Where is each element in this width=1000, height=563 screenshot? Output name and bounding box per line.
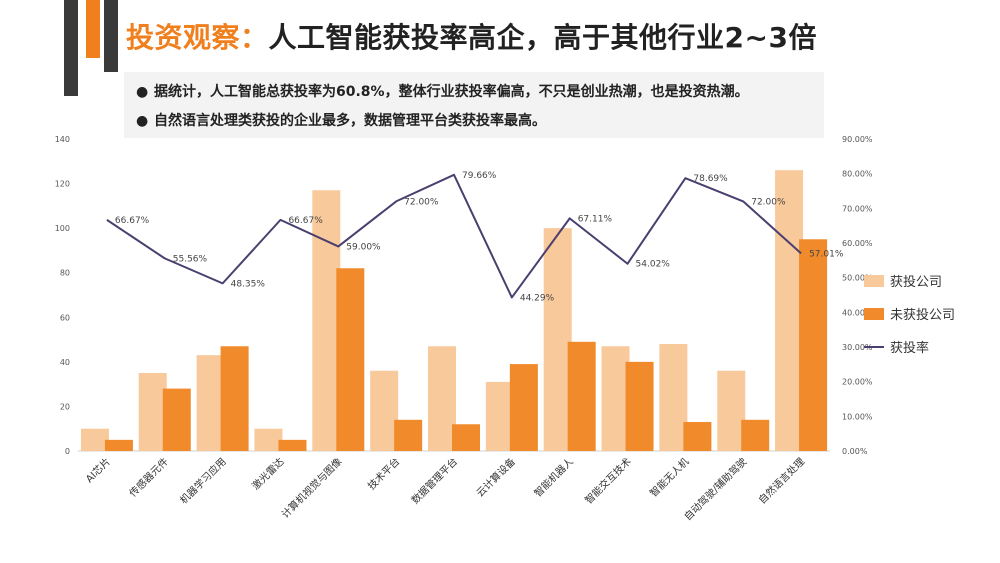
bar-funded	[312, 190, 341, 451]
category-label: 技术平台	[365, 455, 402, 492]
bar-funded	[659, 344, 688, 451]
left-axis-tick: 80	[60, 269, 70, 278]
right-axis-tick: 30.00%	[842, 343, 873, 352]
rate-data-label: 48.35%	[231, 279, 266, 289]
bullet-dot-icon: ●	[136, 84, 149, 100]
bar-funded	[485, 381, 514, 451]
bullet-item: ● 据统计，人工智能总获投率为60.8%，整体行业获投率偏高，不只是创业热潮，也是…	[136, 81, 749, 101]
category-label: 智能无人机	[647, 455, 692, 500]
rate-data-label: 44.29%	[520, 293, 555, 303]
legend-label-funded: 获投公司	[890, 274, 942, 290]
bullet-text: 自然语言处理类获投的企业最多，数据管理平台类获投率最高。	[154, 113, 546, 129]
category-label: 机器学习应用	[177, 455, 229, 507]
bar-unfunded	[509, 364, 538, 451]
rate-data-label: 57.01%	[809, 249, 844, 259]
right-axis-tick: 80.00%	[842, 170, 873, 179]
left-axis-tick: 120	[55, 180, 70, 189]
title-highlight: 投资观察：	[126, 21, 269, 54]
bar-unfunded	[741, 419, 770, 451]
bar-unfunded	[452, 424, 480, 451]
decor-bar-dark-left	[64, 0, 78, 96]
right-axis-tick: 10.00%	[842, 412, 873, 421]
title-main: 人工智能获投率高企，高于其他行业2~3倍	[268, 21, 817, 54]
bar-funded	[717, 370, 746, 451]
bar-unfunded	[567, 341, 596, 451]
bullet-text: 据统计，人工智能总获投率为60.8%，整体行业获投率偏高，不只是创业热潮，也是投…	[154, 84, 749, 100]
left-axis-tick: 100	[55, 224, 70, 233]
rate-line	[106, 173, 802, 299]
rate-data-label: 78.69%	[693, 174, 728, 184]
bar-unfunded	[162, 388, 191, 451]
decor-bar-orange	[86, 0, 100, 58]
page-title: 投资观察：人工智能获投率高企，高于其他行业2~3倍	[126, 16, 817, 56]
bar-funded	[601, 346, 630, 451]
summary-box: ● 据统计，人工智能总获投率为60.8%，整体行业获投率偏高，不只是创业热潮，也是…	[124, 72, 824, 138]
bar-funded	[254, 428, 283, 451]
category-label: 数据管理平台	[409, 455, 461, 507]
decor-bar-dark-right	[104, 0, 118, 72]
bar-unfunded	[683, 422, 712, 451]
category-label: 云计算设备	[473, 455, 518, 500]
category-label: 自然语言处理	[756, 455, 808, 507]
category-label: 智能机器人	[531, 455, 576, 500]
rate-data-label: 59.00%	[346, 242, 381, 252]
category-label: 计算机视觉与图像	[279, 455, 345, 521]
bar-funded	[370, 370, 399, 451]
right-axis-tick: 60.00%	[842, 239, 873, 248]
bar-funded	[775, 170, 804, 451]
left-axis-tick: 40	[60, 358, 70, 367]
bar-unfunded	[799, 239, 828, 451]
category-label: 智能交互技术	[582, 455, 634, 507]
rate-data-label: 54.02%	[636, 260, 671, 270]
right-axis-tick: 50.00%	[842, 274, 873, 283]
rate-data-label: 67.11%	[578, 214, 613, 224]
bar-funded	[196, 355, 225, 451]
category-label: 激光雷达	[249, 455, 286, 492]
legend-label-unfunded: 未获投公司	[890, 307, 955, 323]
left-axis-tick: 0	[65, 447, 70, 456]
category-label: AI芯片	[83, 455, 113, 485]
rate-data-label: 72.00%	[404, 197, 439, 207]
category-label: 自动驾驶/辅助驾驶	[681, 455, 749, 523]
bar-funded	[80, 428, 109, 451]
right-axis-tick: 90.00%	[842, 135, 873, 144]
legend-swatch-unfunded	[864, 308, 884, 320]
legend-swatch-funded	[864, 275, 884, 287]
bar-unfunded	[278, 439, 307, 451]
bar-funded	[428, 346, 456, 451]
bullet-item: ● 自然语言处理类获投的企业最多，数据管理平台类获投率最高。	[136, 110, 546, 130]
right-axis-tick: 40.00%	[842, 308, 873, 317]
left-axis-tick: 20	[60, 402, 70, 411]
bullet-dot-icon: ●	[136, 113, 149, 129]
category-label: 传感器元件	[126, 455, 171, 500]
bar-unfunded	[625, 361, 654, 451]
bar-funded	[138, 373, 167, 451]
bar-unfunded	[394, 419, 423, 451]
right-axis-tick: 20.00%	[842, 378, 873, 387]
legend-label-rate: 获投率	[890, 340, 929, 356]
rate-data-label: 79.66%	[462, 171, 497, 181]
bar-unfunded	[220, 346, 249, 451]
left-axis-tick: 60	[60, 313, 70, 322]
bar-funded	[543, 228, 572, 451]
bar-unfunded	[104, 439, 133, 451]
right-axis-tick: 0.00%	[842, 447, 868, 456]
bar-unfunded	[336, 268, 365, 451]
rate-data-label: 72.00%	[751, 197, 786, 207]
left-axis-tick: 140	[55, 135, 70, 144]
rate-data-label: 66.67%	[288, 216, 323, 226]
rate-data-label: 55.56%	[173, 254, 208, 264]
right-axis-tick: 70.00%	[842, 204, 873, 213]
rate-data-label: 66.67%	[115, 216, 150, 226]
